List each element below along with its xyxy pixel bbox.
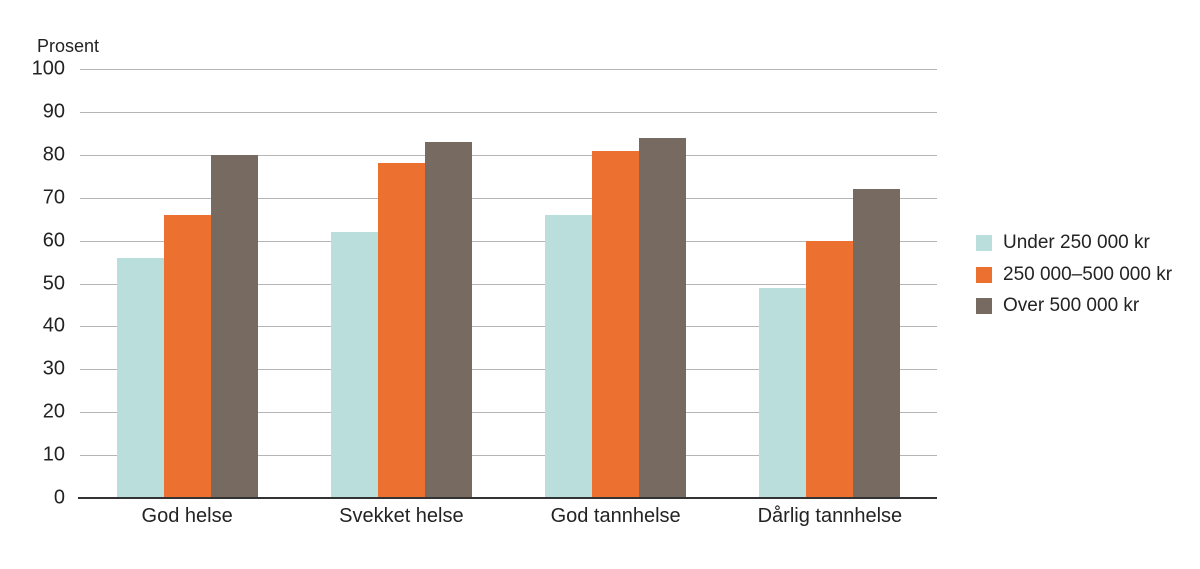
category-label: Dårlig tannhelse <box>757 505 903 527</box>
gridline <box>80 283 937 285</box>
bar <box>210 154 258 498</box>
y-tick-label: 90 <box>42 100 65 123</box>
category-label: Svekket helse <box>339 505 464 527</box>
bar <box>592 150 640 498</box>
y-tick-label: 40 <box>42 314 65 337</box>
bar <box>116 257 164 498</box>
legend-item: 250 000–500 000 kr <box>976 263 1173 285</box>
x-axis-line <box>78 497 937 499</box>
y-axis-title: Prosent <box>37 36 100 56</box>
y-tick-label: 60 <box>42 229 65 252</box>
legend-label: Under 250 000 kr <box>1003 232 1150 253</box>
gridline <box>80 412 937 414</box>
gridline <box>80 69 937 70</box>
bar <box>853 189 901 498</box>
bar <box>377 163 425 498</box>
y-tick-label: 100 <box>31 57 65 80</box>
y-tick-label: 20 <box>42 400 65 423</box>
y-tick-label: 0 <box>53 486 65 509</box>
y-tick-label: 30 <box>42 357 65 380</box>
gridline <box>80 455 937 457</box>
bar <box>424 141 472 498</box>
gridline <box>80 240 937 242</box>
y-tick-label: 70 <box>42 186 65 209</box>
bar <box>759 287 807 498</box>
gridline <box>80 326 937 328</box>
legend-item: Under 250 000 kr <box>976 232 1172 253</box>
y-tick-label: 80 <box>42 143 65 166</box>
legend-item: Over 500 000 kr <box>976 295 1172 316</box>
category-label: God tannhelse <box>550 505 681 527</box>
legend-label: Over 500 000 kr <box>1003 295 1140 316</box>
y-tick-label: 50 <box>42 272 65 294</box>
legend: Under 250 000 kr 250 000–500 000 kr Over 5… <box>976 232 1173 328</box>
legend-label: 250 000–500 000 kr <box>1003 263 1173 285</box>
gridline <box>80 111 937 113</box>
y-tick-label: 10 <box>42 443 65 466</box>
legend-swatch <box>976 235 992 251</box>
legend-swatch <box>976 266 992 283</box>
gridline <box>80 154 937 156</box>
bar <box>330 232 378 498</box>
gridline <box>80 197 937 199</box>
bar <box>639 137 687 498</box>
bar <box>545 214 593 498</box>
legend-swatch <box>976 298 992 314</box>
bar <box>806 240 854 498</box>
category-label: God helse <box>141 505 233 527</box>
gridline <box>80 369 937 371</box>
bar <box>163 214 211 498</box>
